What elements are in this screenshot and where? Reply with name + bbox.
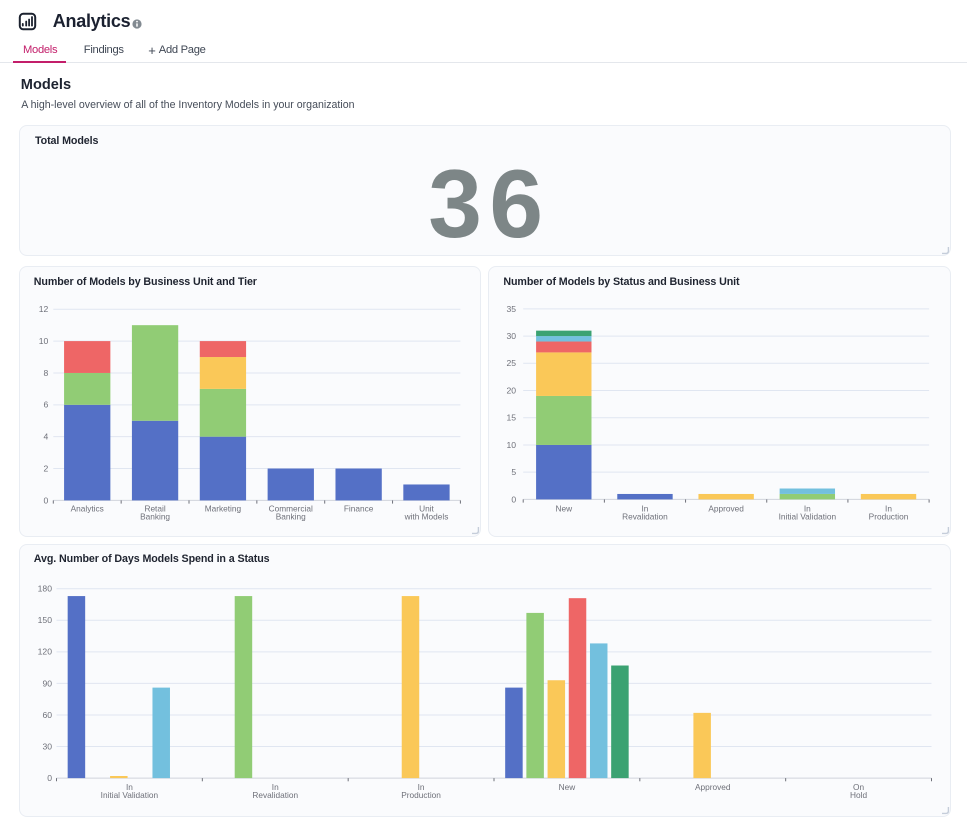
svg-text:Unit: Unit — [419, 503, 434, 513]
svg-text:Analytics: Analytics — [71, 503, 104, 513]
svg-text:On: On — [853, 782, 864, 792]
svg-text:0: 0 — [44, 495, 49, 505]
svg-text:In: In — [272, 782, 279, 792]
svg-text:60: 60 — [42, 710, 52, 720]
svg-text:120: 120 — [38, 647, 53, 657]
svg-text:20: 20 — [507, 385, 517, 395]
svg-text:Banking: Banking — [276, 511, 306, 521]
svg-text:In: In — [804, 503, 811, 513]
svg-text:Production: Production — [401, 790, 441, 800]
svg-text:with Models: with Models — [404, 511, 449, 521]
svg-text:In: In — [418, 782, 425, 792]
svg-text:Hold: Hold — [850, 790, 867, 800]
svg-text:Retail: Retail — [144, 503, 165, 513]
svg-text:180: 180 — [38, 584, 53, 594]
svg-text:90: 90 — [42, 678, 52, 688]
svg-text:10: 10 — [507, 439, 517, 449]
svg-text:Commercial: Commercial — [269, 503, 313, 513]
svg-text:30: 30 — [507, 331, 517, 341]
svg-text:Initial Validation: Initial Validation — [101, 790, 159, 800]
svg-text:150: 150 — [38, 615, 53, 625]
svg-text:12: 12 — [39, 304, 49, 314]
svg-text:Finance: Finance — [344, 503, 374, 513]
svg-text:15: 15 — [507, 412, 517, 422]
svg-text:Initial Validation: Initial Validation — [779, 511, 837, 521]
svg-text:25: 25 — [507, 358, 517, 368]
svg-text:4: 4 — [44, 431, 49, 441]
svg-text:In: In — [642, 503, 649, 513]
svg-text:0: 0 — [47, 773, 52, 783]
svg-text:Banking: Banking — [140, 511, 170, 521]
svg-text:New: New — [556, 503, 574, 513]
svg-text:6: 6 — [44, 399, 49, 409]
svg-text:30: 30 — [42, 742, 52, 752]
svg-text:In: In — [885, 503, 892, 513]
svg-text:0: 0 — [512, 494, 517, 504]
svg-text:10: 10 — [39, 336, 49, 346]
svg-text:2: 2 — [44, 463, 49, 473]
svg-text:Approved: Approved — [695, 782, 731, 792]
svg-text:Revalidation: Revalidation — [623, 511, 669, 521]
svg-text:Revalidation: Revalidation — [252, 790, 298, 800]
svg-text:New: New — [559, 782, 577, 792]
svg-text:35: 35 — [507, 303, 517, 313]
svg-text:Production: Production — [869, 511, 909, 521]
svg-text:Marketing: Marketing — [205, 503, 242, 513]
svg-text:In: In — [126, 782, 133, 792]
svg-text:5: 5 — [512, 467, 517, 477]
svg-text:Approved: Approved — [709, 503, 745, 513]
svg-text:8: 8 — [44, 367, 49, 377]
